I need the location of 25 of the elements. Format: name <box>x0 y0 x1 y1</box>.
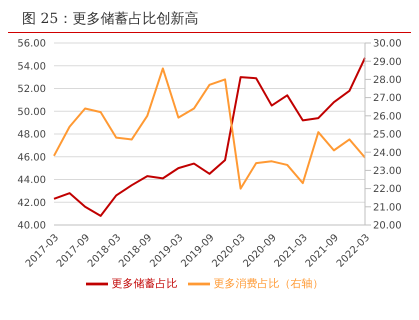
y2-tick-label: 21.00 <box>373 202 402 214</box>
legend-label: 更多储蓄占比 <box>112 277 178 290</box>
y2-tick-label: 26.00 <box>373 111 402 122</box>
y2-tick-label: 22.00 <box>373 184 402 196</box>
y2-tick-label: 29.00 <box>373 56 402 68</box>
y2-tick-label: 30.00 <box>373 38 402 50</box>
y2-tick-label: 20.00 <box>373 220 402 232</box>
y2-tick-label: 28.00 <box>373 74 402 86</box>
y-tick-label: 54.00 <box>17 61 46 72</box>
line-series <box>53 56 366 217</box>
y-tick-label: 56.00 <box>17 38 46 50</box>
y-tick-label: 40.00 <box>17 220 46 232</box>
y2-tick-label: 27.00 <box>373 93 402 104</box>
y2-tick-label: 25.00 <box>373 130 402 141</box>
chart-title: 图 25：更多储蓄占比创新高 <box>8 8 411 33</box>
legend-label: 更多消费占比（右轴） <box>214 277 324 290</box>
line-series <box>53 67 366 190</box>
y2-tick-label: 24.00 <box>373 148 402 159</box>
y-tick-label: 44.00 <box>17 175 46 186</box>
y-tick-label: 52.00 <box>17 84 46 96</box>
y-tick-label: 50.00 <box>17 106 46 118</box>
y-tick-label: 48.00 <box>17 130 46 141</box>
y-tick-label: 42.00 <box>17 198 46 209</box>
y2-tick-label: 23.00 <box>373 166 402 177</box>
y-tick-label: 46.00 <box>17 152 46 164</box>
